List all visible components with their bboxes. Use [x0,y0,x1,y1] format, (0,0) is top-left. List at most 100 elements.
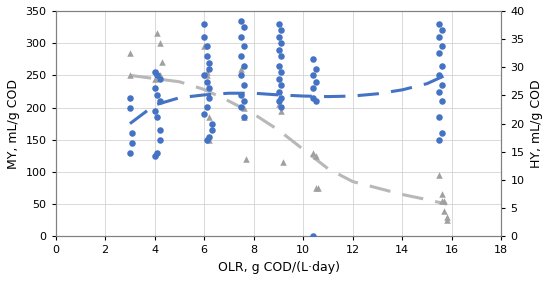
Point [202,105,211,110]
Point [274,35,283,39]
Point [153,31,162,36]
Point [435,73,444,78]
Point [435,89,444,94]
Point [202,70,211,75]
Point [205,67,213,72]
Point [205,137,213,142]
Point [277,28,285,32]
Point [442,218,451,223]
Point [202,138,211,142]
Point [435,115,444,120]
Point [237,73,246,78]
Point [311,99,320,104]
Point [155,128,164,132]
Point [274,102,283,107]
Point [202,44,211,49]
Point [309,95,317,100]
Point [125,105,134,110]
Point [153,151,162,155]
Point [277,54,285,58]
Point [128,140,137,145]
Point [200,35,208,39]
Point [437,198,446,203]
Point [274,76,283,81]
Point [155,41,164,45]
Point [440,198,449,203]
Point [155,73,164,78]
Point [311,186,320,191]
Point [153,92,162,97]
Point [155,99,164,104]
Point [442,215,451,219]
Point [309,86,317,91]
Point [311,67,320,72]
Point [237,92,246,97]
Point [205,134,213,139]
Point [205,115,213,120]
Point [125,96,134,101]
Point [207,121,216,126]
Point [239,105,248,110]
Point [274,99,283,104]
Point [239,115,248,120]
Point [435,22,444,26]
Point [153,73,162,78]
Point [237,66,246,71]
Point [277,108,285,113]
Point [239,63,248,68]
Point [237,54,246,58]
Point [274,22,283,26]
Point [207,128,216,132]
Point [150,86,159,91]
Point [435,173,444,178]
Point [202,73,211,78]
Point [437,131,446,136]
Point [158,60,167,65]
Point [437,82,446,87]
Point [437,28,446,32]
Point [239,82,248,87]
Point [205,95,213,100]
Point [437,63,446,68]
Point [125,50,134,55]
Point [311,79,320,84]
Point [202,79,211,84]
Point [202,54,211,58]
Point [155,76,164,81]
Point [153,115,162,119]
Point [239,99,248,104]
Point [242,157,251,161]
Point [277,70,285,75]
Point [274,47,283,52]
X-axis label: OLR, g COD/(L·day): OLR, g COD/(L·day) [217,261,339,274]
Point [279,160,288,165]
Point [277,41,285,45]
Point [314,186,322,191]
Point [237,35,246,39]
Point [274,63,283,68]
Point [237,18,246,23]
Point [239,25,248,30]
Point [309,233,317,238]
Point [125,73,134,78]
Point [239,44,248,49]
Point [277,95,285,100]
Point [437,192,446,197]
Point [125,151,134,155]
Y-axis label: HY, mL/g COD: HY, mL/g COD [530,79,543,168]
Point [205,86,213,91]
Point [435,35,444,39]
Point [437,44,446,49]
Point [128,131,137,136]
Point [309,73,317,78]
Point [435,50,444,55]
Y-axis label: MY, mL/g COD: MY, mL/g COD [7,79,20,169]
Point [150,69,159,74]
Point [437,99,446,104]
Point [237,105,246,110]
Point [150,108,159,113]
Point [150,76,159,81]
Point [440,208,449,213]
Point [277,105,285,110]
Point [311,153,320,158]
